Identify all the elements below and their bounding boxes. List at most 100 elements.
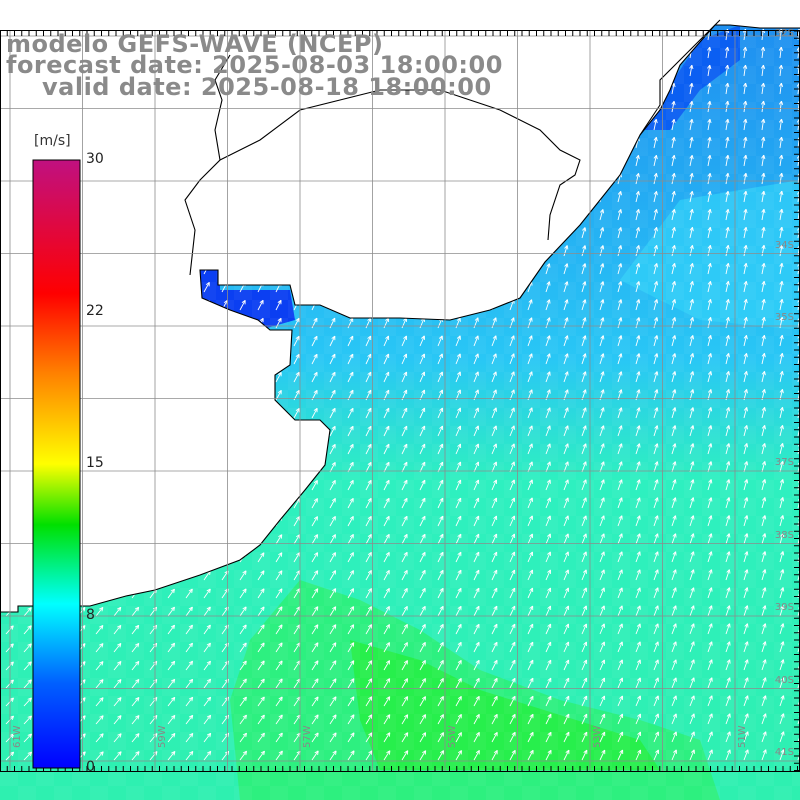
wind-arrow xyxy=(473,245,479,257)
wind-arrow xyxy=(491,173,497,185)
wind-arrow xyxy=(5,300,13,311)
field-cell xyxy=(432,228,450,246)
wind-arrow xyxy=(329,696,337,707)
wind-arrow xyxy=(707,731,713,743)
wind-arrow xyxy=(707,154,712,167)
wind-arrow xyxy=(617,100,622,113)
wind-arrow xyxy=(275,678,283,689)
wind-arrow xyxy=(437,551,444,563)
field-cell xyxy=(720,408,738,426)
field-cell xyxy=(90,786,108,800)
wind-arrow xyxy=(437,660,444,671)
wind-arrow xyxy=(257,353,264,365)
wind-arrow xyxy=(653,245,658,257)
wind-arrow xyxy=(743,407,748,419)
field-cell xyxy=(90,678,108,696)
wind-arrow xyxy=(707,407,713,419)
field-cell xyxy=(54,786,72,800)
wind-arrow xyxy=(239,750,248,761)
wind-arrow xyxy=(257,173,264,185)
wind-arrow xyxy=(617,209,623,221)
field-cell xyxy=(234,534,252,552)
wind-arrow xyxy=(581,425,587,437)
wind-arrow xyxy=(311,353,318,365)
wind-arrow xyxy=(131,192,138,203)
wind-arrow xyxy=(599,479,605,491)
wind-arrow xyxy=(653,587,659,599)
field-cell xyxy=(576,408,594,426)
wind-arrow xyxy=(563,263,569,275)
wind-arrow xyxy=(455,497,462,509)
wind-arrow xyxy=(167,642,176,653)
field-cell xyxy=(450,30,468,48)
field-cell xyxy=(648,732,666,750)
wind-arrow xyxy=(311,642,319,653)
wind-arrow xyxy=(725,425,731,437)
wind-arrow xyxy=(203,660,211,671)
wind-arrow xyxy=(581,461,587,473)
field-cell xyxy=(486,426,504,444)
wind-arrow xyxy=(347,335,354,347)
field-cell xyxy=(648,84,666,102)
field-cell xyxy=(432,444,450,462)
field-cell xyxy=(342,786,360,800)
field-cell xyxy=(288,192,306,210)
wind-arrow xyxy=(707,515,713,527)
wind-arrow xyxy=(599,263,605,275)
field-cell xyxy=(216,696,234,714)
wind-arrow xyxy=(455,371,461,383)
field-cell xyxy=(396,588,414,606)
wind-arrow xyxy=(113,715,122,725)
field-cell xyxy=(396,696,414,714)
field-cell xyxy=(594,714,612,732)
wind-arrow xyxy=(491,191,497,203)
wind-arrow xyxy=(509,227,515,239)
wind-arrow xyxy=(491,515,498,527)
wind-arrow xyxy=(491,281,497,293)
wind-arrow xyxy=(293,335,300,347)
wind-arrow xyxy=(347,443,354,455)
field-cell xyxy=(378,282,396,300)
field-cell xyxy=(414,318,432,336)
wind-arrow xyxy=(455,623,462,635)
wind-arrow xyxy=(401,137,407,149)
field-cell xyxy=(342,102,360,120)
wind-arrow xyxy=(113,697,122,707)
field-cell xyxy=(180,264,198,282)
wind-arrow xyxy=(473,605,480,617)
field-cell xyxy=(108,228,126,246)
wind-arrow xyxy=(23,354,31,365)
wind-arrow xyxy=(365,407,372,419)
wind-arrow xyxy=(491,659,498,671)
wind-arrow xyxy=(563,551,569,563)
field-cell xyxy=(558,498,576,516)
wind-arrow xyxy=(383,299,390,311)
field-cell xyxy=(378,750,396,768)
wind-arrow xyxy=(761,515,767,527)
wind-arrow xyxy=(383,497,390,509)
wind-arrow xyxy=(509,83,515,95)
wind-arrow xyxy=(725,353,730,365)
field-cell xyxy=(756,372,774,390)
wind-arrow xyxy=(113,120,120,131)
wind-arrow xyxy=(311,516,318,527)
field-cell xyxy=(468,696,486,714)
field-cell xyxy=(360,588,378,606)
wind-arrow xyxy=(527,713,534,725)
wind-arrow xyxy=(653,425,659,437)
wind-arrow xyxy=(725,461,731,473)
wind-arrow xyxy=(527,605,534,617)
wind-arrow xyxy=(491,425,497,437)
frame-ticks xyxy=(0,30,799,771)
wind-arrow xyxy=(383,407,390,419)
wind-arrow xyxy=(545,533,551,545)
wind-arrow xyxy=(635,731,642,743)
field-cell xyxy=(216,372,234,390)
field-cell xyxy=(756,336,774,354)
wind-arrow xyxy=(149,137,156,149)
wind-arrow xyxy=(635,641,641,653)
wind-arrow xyxy=(617,371,623,383)
field-cell xyxy=(216,264,234,282)
wind-arrow xyxy=(761,154,766,167)
field-cell xyxy=(486,750,504,768)
